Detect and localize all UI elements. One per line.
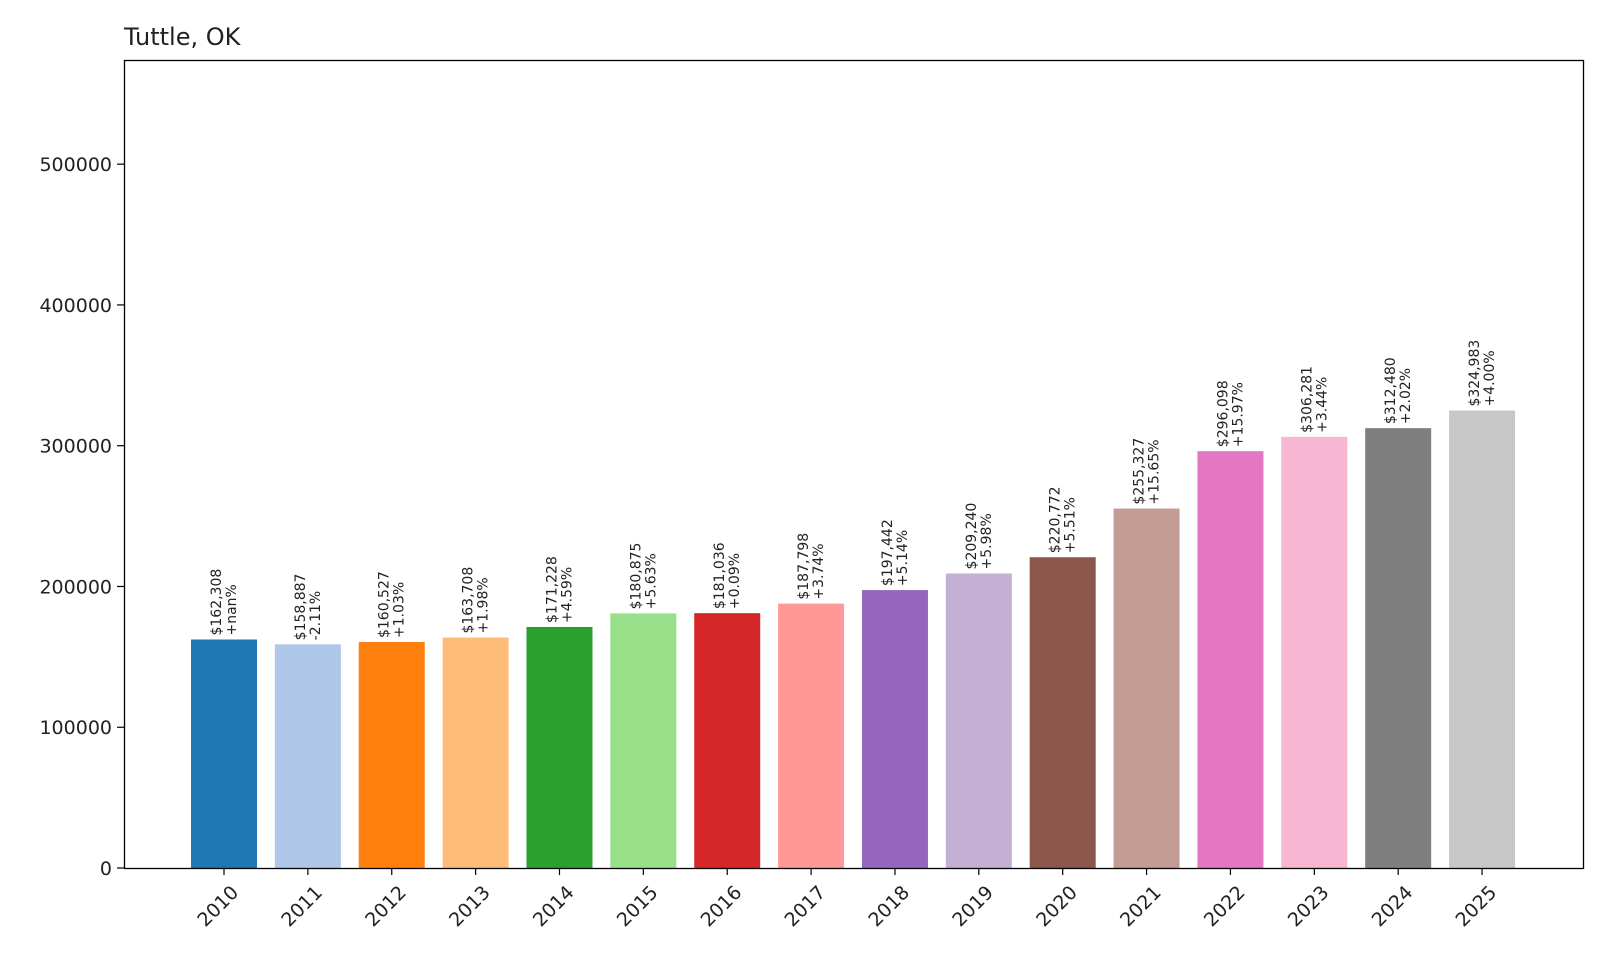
y-tick-label: 300000 — [39, 436, 112, 458]
bar-label-group-2015: $180,875 +5.63% — [628, 543, 659, 610]
x-tick-label: 2017 — [780, 882, 830, 932]
bar-value-label: $171,228 — [544, 556, 560, 623]
bar-label-group-2022: $296,098 +15.97% — [1215, 380, 1246, 447]
bar-change-label: +5.14% — [895, 530, 911, 586]
bar-value-label: $306,281 — [1299, 366, 1315, 433]
bar-2023 — [1281, 436, 1348, 868]
bar-label-group-2012: $160,527 +1.03% — [377, 571, 408, 638]
bar-value-label: $162,308 — [209, 569, 225, 636]
bar-label-group-2017: $187,798 +3.74% — [796, 533, 827, 600]
bar-label-group-2010: $162,308 +nan% — [209, 569, 240, 636]
y-tick-label: 100000 — [39, 717, 112, 739]
x-tick-label: 2016 — [697, 882, 747, 932]
bar-change-label: +4.59% — [559, 567, 575, 623]
bar-value-label: $197,442 — [880, 519, 896, 586]
x-tick-label: 2019 — [948, 882, 998, 932]
bar-change-label: +1.03% — [392, 582, 408, 638]
x-tick-label: 2018 — [864, 882, 914, 932]
bar-change-label: +3.44% — [1314, 377, 1330, 433]
bar-label-group-2011: $158,887 -2.11% — [293, 574, 324, 641]
x-tick-label: 2023 — [1284, 882, 1334, 932]
bar-change-label: +15.97% — [1230, 382, 1246, 447]
bar-2010 — [191, 639, 257, 868]
x-tick-label: 2021 — [1116, 882, 1166, 932]
bar-2019 — [945, 573, 1012, 868]
x-tick-label: 2013 — [445, 882, 495, 932]
y-tick-label: 400000 — [39, 295, 112, 317]
bar-label-group-2021: $255,327 +15.65% — [1132, 438, 1163, 505]
bar-2018 — [861, 590, 928, 868]
x-tick-label: 2015 — [613, 882, 663, 932]
bar-value-label: $324,983 — [1467, 340, 1483, 407]
bar-2012 — [358, 642, 425, 868]
bar-2024 — [1365, 428, 1432, 868]
bar-2016 — [694, 613, 761, 868]
bar-label-group-2016: $181,036 +0.09% — [712, 542, 743, 609]
bar-value-label: $296,098 — [1215, 380, 1231, 447]
bar-2015 — [610, 613, 677, 868]
bar-label-group-2025: $324,983 +4.00% — [1467, 340, 1498, 407]
bar-change-label: +5.63% — [643, 553, 659, 609]
y-tick-label: 200000 — [39, 576, 112, 598]
bar-value-label: $180,875 — [628, 543, 644, 610]
bar-label-group-2013: $163,708 +1.98% — [461, 567, 492, 634]
bar-change-label: +2.02% — [1398, 368, 1414, 424]
bar-change-label: +15.65% — [1147, 439, 1163, 504]
x-tick-label: 2020 — [1032, 882, 1082, 932]
bar-2017 — [778, 603, 845, 868]
chart-title: Tuttle, OK — [123, 23, 242, 51]
bar-value-label: $312,480 — [1383, 357, 1399, 424]
y-axis: 0 100000 200000 300000 400000 500000 — [39, 154, 124, 880]
x-axis: 2010 2011 2012 2013 2014 2015 2016 2017 2018 2019… — [193, 868, 1501, 931]
y-tick-label: 0 — [100, 858, 112, 880]
bar-2014 — [526, 626, 593, 868]
bar-value-label: $220,772 — [1048, 486, 1064, 553]
x-tick-label: 2011 — [277, 882, 327, 932]
x-tick-label: 2014 — [529, 882, 579, 932]
bar-change-label: +0.09% — [727, 553, 743, 609]
bar-value-label: $181,036 — [712, 542, 728, 609]
x-tick-label: 2024 — [1368, 882, 1418, 932]
bar-value-label: $187,798 — [796, 533, 812, 600]
bar-value-label: $255,327 — [1132, 438, 1148, 505]
bar-value-label: $209,240 — [964, 503, 980, 570]
x-tick-label: 2010 — [193, 882, 243, 932]
bar-change-label: +5.98% — [979, 513, 995, 569]
bar-labels-layer: $162,308 +nan% $158,887 -2.11% $160,527 +1.03… — [209, 340, 1498, 641]
bar-change-label: +4.00% — [1482, 350, 1498, 406]
bar-change-label: +nan% — [224, 584, 240, 635]
bar-2021 — [1113, 508, 1180, 868]
x-tick-label: 2022 — [1200, 882, 1250, 932]
bar-2022 — [1197, 451, 1264, 868]
bar-change-label: +5.51% — [1063, 497, 1079, 553]
bar-2025 — [1449, 410, 1516, 868]
plot-frame — [123, 59, 1585, 870]
bar-value-label: $158,887 — [293, 574, 309, 641]
bar-value-label: $163,708 — [461, 567, 477, 634]
bar-change-label: -2.11% — [308, 591, 324, 641]
bar-label-group-2019: $209,240 +5.98% — [964, 503, 995, 570]
x-tick-label: 2012 — [361, 882, 411, 932]
bar-label-group-2024: $312,480 +2.02% — [1383, 357, 1414, 424]
bar-2020 — [1029, 557, 1096, 868]
x-tick-label: 2025 — [1451, 882, 1501, 932]
bar-2013 — [442, 637, 509, 868]
bar-change-label: +3.74% — [811, 543, 827, 599]
bar-value-label: $160,527 — [377, 571, 393, 638]
bar-label-group-2014: $171,228 +4.59% — [544, 556, 575, 623]
bar-label-group-2020: $220,772 +5.51% — [1048, 486, 1079, 553]
bar-2011 — [274, 644, 341, 868]
bar-label-group-2018: $197,442 +5.14% — [880, 519, 911, 586]
bar-label-group-2023: $306,281 +3.44% — [1299, 366, 1330, 433]
y-tick-label: 500000 — [39, 154, 112, 176]
bars-layer — [191, 410, 1516, 868]
bar-change-label: +1.98% — [476, 577, 492, 633]
